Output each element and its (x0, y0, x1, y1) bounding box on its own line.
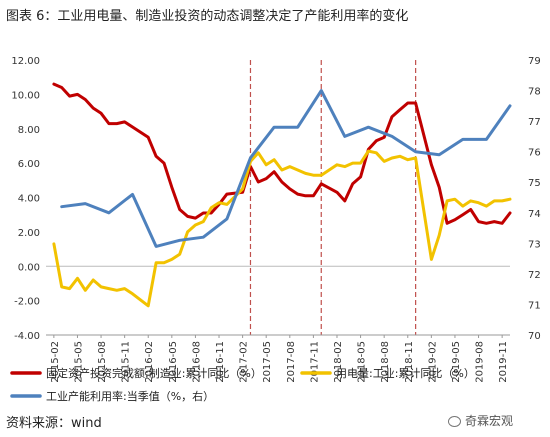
x-tick-label: 2016-11 (215, 341, 226, 383)
x-tick-label: 2018-11 (404, 341, 415, 383)
x-tick-label: 2015-11 (121, 341, 132, 383)
brand-watermark: 奇霖宏观 (448, 412, 513, 429)
x-tick-label: 2015-08 (97, 341, 108, 383)
left-tick-label: 6.00 (18, 159, 40, 170)
x-tick-label: 2017-05 (262, 341, 273, 383)
right-tick-label: 74 (528, 209, 541, 220)
plot-area (46, 60, 512, 335)
right-tick-label: 73 (528, 239, 541, 250)
right-tick-label: 79 (528, 56, 541, 67)
x-tick-label: 2016-05 (168, 341, 179, 383)
legend-label-3: 工业产能利用率:当季值（%，右） (46, 389, 214, 403)
chart-title: 图表 6：工业用电量、制造业投资的动态调整决定了产能利用率的变化 (6, 9, 409, 24)
legend: 固定资产投资完成额:制造业:累计同比（%） 用电量:工业:累计同比（%） 工业产能利… (10, 366, 475, 403)
right-tick-label: 78 (528, 87, 541, 98)
left-tick-label: -2.00 (14, 297, 40, 308)
x-tick-label: 2017-11 (309, 341, 320, 383)
x-tick-label: 2019-11 (498, 341, 509, 383)
x-tick-label: 2019-05 (451, 341, 462, 383)
x-tick-label: 2018-02 (333, 341, 344, 383)
wechat-icon (448, 416, 461, 427)
x-tick-label: 2016-08 (191, 341, 202, 383)
left-axis: -4.00 -2.00 0.00 2.00 4.00 6.00 8.00 10.00 12.00 (11, 56, 40, 342)
left-tick-label: 12.00 (11, 56, 40, 67)
series-line-3 (60, 89, 512, 248)
left-tick-label: 2.00 (18, 228, 40, 239)
left-tick-label: -4.00 (14, 331, 40, 342)
x-tick-label: 2015-02 (50, 341, 61, 383)
right-tick-label: 71 (528, 300, 541, 311)
x-tick-label: 2016-02 (144, 341, 155, 383)
right-tick-label: 76 (528, 148, 541, 159)
right-tick-label: 72 (528, 270, 541, 281)
right-tick-label: 75 (528, 178, 541, 189)
right-tick-label: 70 (528, 331, 541, 342)
x-tick-label: 2018-05 (357, 341, 368, 383)
left-tick-label: 4.00 (18, 194, 40, 205)
right-axis: 70 71 72 73 74 75 76 77 78 79 (528, 56, 541, 342)
series-line-2 (52, 149, 512, 308)
x-tick-label: 2017-02 (239, 341, 250, 383)
x-tick-label: 2019-08 (475, 341, 486, 383)
left-tick-label: 8.00 (18, 125, 40, 136)
left-tick-label: 10.00 (11, 90, 40, 101)
legend-label-2: 用电量:工业:累计同比（%） (336, 367, 475, 380)
series-line-1 (52, 82, 512, 225)
left-tick-label: 0.00 (18, 262, 40, 273)
x-tick-label: 2015-05 (73, 341, 84, 383)
legend-label-1: 固定资产投资完成额:制造业:累计同比（%） (46, 366, 262, 380)
x-tick-label: 2019-02 (427, 341, 438, 383)
x-tick-label: 2018-08 (380, 341, 391, 383)
brand-label: 奇霖宏观 (465, 414, 514, 428)
x-axis: 2015-02 2015-05 2015-08 2015-11 2016-02 2016-… (46, 334, 510, 383)
source-note: 资料来源：wind (6, 416, 102, 431)
right-tick-label: 77 (528, 117, 541, 128)
x-tick-label: 2017-08 (286, 341, 297, 383)
